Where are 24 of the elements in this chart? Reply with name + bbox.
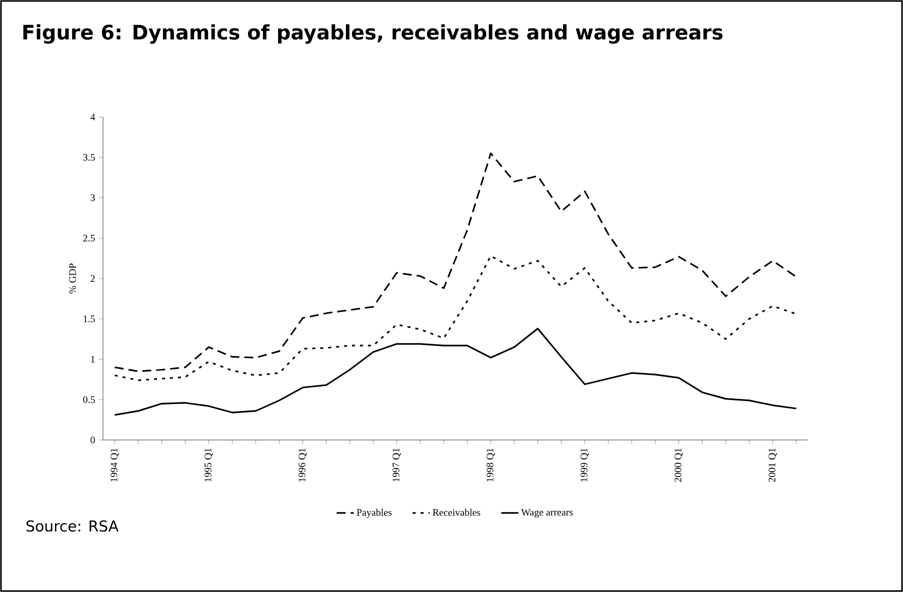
legend-label: Receivables: [432, 508, 480, 516]
legend-label: Payables: [356, 508, 392, 518]
x-tick-label: 1996 Q1: [298, 448, 307, 482]
source-note: Source: RSA: [26, 520, 118, 532]
legend-label: Wage arrears: [521, 508, 573, 518]
y-tick-label: 2.5: [83, 234, 95, 242]
y-tick-label: 4: [90, 114, 96, 120]
chart-title: Figure 6: Dynamics of payables, receivables and wage arrears: [23, 24, 722, 44]
y-tick-label: 3.5: [83, 154, 95, 161]
y-tick-label: 0.5: [83, 396, 95, 404]
x-tick-label: 1998 Q1: [486, 448, 495, 482]
y-tick-label: 1: [91, 356, 95, 363]
x-tick-label: 1995 Q1: [204, 448, 213, 482]
y-tick-label: 3: [90, 194, 95, 202]
x-tick-label: 2001 Q1: [768, 448, 777, 482]
y-axis-title: % GDP: [69, 264, 76, 294]
line-series: [114, 255, 798, 382]
x-tick-label: 1997 Q1: [392, 448, 401, 482]
x-tick-label: 2000 Q1: [674, 448, 683, 482]
y-tick-label: 1.5: [84, 316, 95, 322]
x-tick-label: 1999 Q1: [580, 448, 589, 482]
y-tick-label: 0: [90, 436, 95, 444]
y-tick-label: 2: [90, 275, 95, 282]
x-tick-label: 1994 Q1: [110, 448, 119, 482]
